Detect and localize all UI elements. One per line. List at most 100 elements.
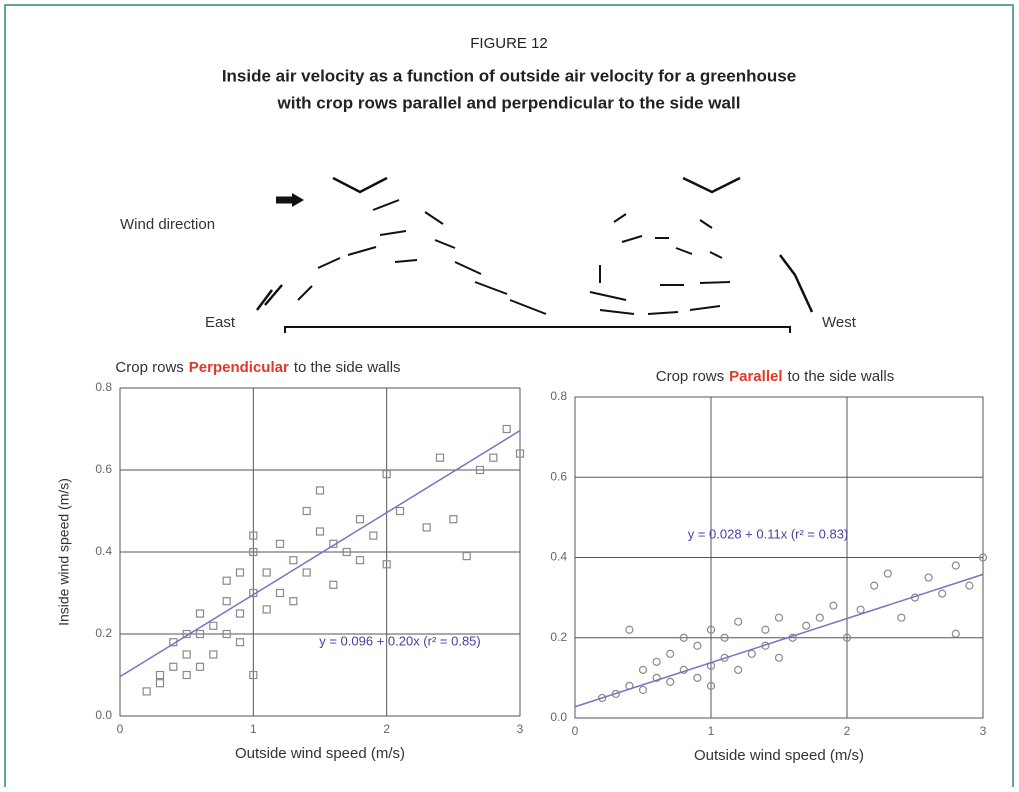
point: [222, 597, 231, 606]
point: [666, 649, 675, 658]
point: [502, 424, 511, 434]
point: [706, 681, 716, 691]
figure-label: FIGURE 12: [470, 35, 548, 52]
east-label: East: [205, 314, 236, 331]
point: [720, 633, 729, 642]
point: [679, 633, 688, 642]
x-tick-label: 3: [517, 722, 524, 736]
point: [449, 515, 458, 524]
point: [329, 580, 338, 589]
point: [489, 453, 498, 462]
point: [182, 650, 191, 659]
point: [262, 568, 271, 577]
point: [382, 560, 391, 569]
y-tick-label: 0.0: [550, 710, 567, 724]
x-tick-label: 2: [383, 722, 390, 736]
fit-line: [119, 430, 521, 678]
figure-title: with crop rows parallel and perpendicula…: [277, 93, 741, 112]
chart-title: Crop rows Parallel to the side walls: [656, 368, 894, 385]
fit-annotation: y = 0.096 + 0.20x (r² = 0.85): [319, 633, 481, 648]
point: [638, 665, 648, 674]
point: [706, 625, 716, 634]
wind-diagram: Wind direction East West: [120, 176, 857, 333]
point: [978, 553, 988, 562]
point: [182, 670, 191, 680]
point: [222, 576, 231, 585]
point: [195, 662, 205, 671]
point: [142, 687, 151, 696]
y-tick-label: 0.6: [550, 469, 567, 483]
y-tick-label: 0.8: [550, 389, 567, 403]
y-tick-label: 0.2: [550, 630, 567, 644]
point: [235, 609, 245, 618]
point: [289, 556, 298, 565]
x-axis-label: Outside wind speed (m/s): [235, 745, 405, 762]
point: [965, 581, 974, 590]
point: [195, 609, 205, 618]
point: [870, 581, 879, 590]
y-tick-label: 0.8: [95, 380, 112, 394]
point: [289, 597, 298, 606]
point: [195, 629, 205, 639]
point: [395, 506, 405, 516]
frame: [4, 4, 1014, 787]
title-text: Crop rows: [656, 368, 724, 385]
point: [693, 673, 702, 682]
x-tick-label: 2: [844, 724, 851, 738]
point: [249, 531, 258, 540]
point: [249, 670, 258, 680]
point: [222, 629, 231, 639]
chart-title: Crop rows Perpendicular to the side walls: [115, 359, 400, 376]
x-tick-label: 3: [980, 724, 987, 738]
x-axis-label: Outside wind speed (m/s): [694, 747, 864, 764]
point: [951, 561, 960, 570]
point: [155, 679, 165, 688]
west-label: West: [822, 314, 857, 331]
point: [761, 625, 770, 634]
x-tick-label: 0: [117, 722, 124, 736]
point: [747, 649, 756, 658]
point: [342, 547, 351, 557]
point: [815, 613, 824, 622]
y-tick-label: 0.2: [95, 626, 112, 640]
point: [155, 670, 165, 680]
point: [652, 657, 661, 666]
point: [209, 650, 218, 659]
point: [693, 641, 702, 650]
x-tick-label: 1: [250, 722, 257, 736]
y-tick-label: 0.4: [95, 544, 112, 558]
point: [938, 589, 947, 598]
point: [625, 625, 634, 634]
point: [235, 568, 245, 577]
point: [422, 523, 431, 532]
point: [829, 601, 838, 610]
figure-title: Inside air velocity as a function of out…: [222, 66, 796, 85]
point: [275, 588, 285, 598]
point: [462, 551, 471, 561]
point: [249, 547, 258, 557]
point: [802, 621, 811, 630]
point: [435, 453, 445, 462]
point: [774, 653, 784, 662]
title-highlight: Perpendicular: [189, 359, 289, 376]
fit-line: [574, 573, 984, 708]
point: [315, 527, 325, 536]
x-tick-label: 1: [708, 724, 715, 738]
y-tick-label: 0.6: [95, 462, 112, 476]
x-tick-label: 0: [572, 724, 579, 738]
title-text: to the side walls: [788, 368, 895, 385]
point: [475, 465, 485, 475]
point: [774, 613, 784, 622]
y-tick-label: 0.0: [95, 708, 112, 722]
point: [262, 605, 271, 614]
point: [598, 693, 607, 703]
point: [355, 556, 365, 565]
point: [302, 568, 311, 577]
point: [883, 569, 892, 578]
point: [638, 685, 648, 695]
point: [302, 506, 311, 516]
y-axis-label: Inside wind speed (m/s): [56, 478, 72, 626]
point: [856, 605, 865, 614]
point: [666, 677, 675, 686]
point: [951, 629, 960, 638]
